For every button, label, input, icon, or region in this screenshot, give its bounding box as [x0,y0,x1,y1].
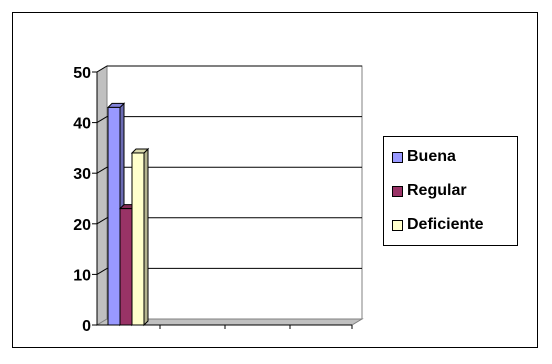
x-ticks [159,325,353,329]
legend-label-buena: Buena [407,148,456,165]
legend-label-deficiente: Deficiente [407,216,484,233]
legend-swatch-deficiente [392,219,403,231]
gridline-side-3 [96,166,108,174]
y-tick-label-0: 0 [82,318,91,335]
bar-front-buena [107,106,121,326]
side-wall [96,65,108,326]
legend-item-deficiente: Deficiente [392,215,483,235]
gridline-side-4 [96,116,108,124]
legend-label-regular: Regular [407,182,467,199]
plot-walls [95,65,364,326]
legend: Buena Regular Deficiente [383,136,518,246]
legend-swatch-buena [392,151,403,163]
y-tick-label-1: 10 [73,267,91,284]
y-tick-label-4: 40 [73,116,91,133]
bar-side-deficiente [143,147,149,327]
y-ticks: 0 10 20 30 40 50 [73,65,97,335]
legend-item-buena: Buena [392,147,456,167]
bar-front-regular [119,208,133,326]
gridlines [96,65,362,275]
gridline-side-1 [96,267,108,275]
bar-front-deficiente [131,152,145,326]
y-tick-label-2: 20 [73,217,91,234]
legend-item-regular: Regular [392,181,467,201]
y-tick-label-3: 30 [73,166,91,183]
gridline-side-2 [96,217,108,225]
legend-swatch-regular [392,185,403,197]
gridline-side-5 [96,65,108,73]
y-tick-label-5: 50 [73,65,91,82]
bar-deficiente [130,147,150,327]
